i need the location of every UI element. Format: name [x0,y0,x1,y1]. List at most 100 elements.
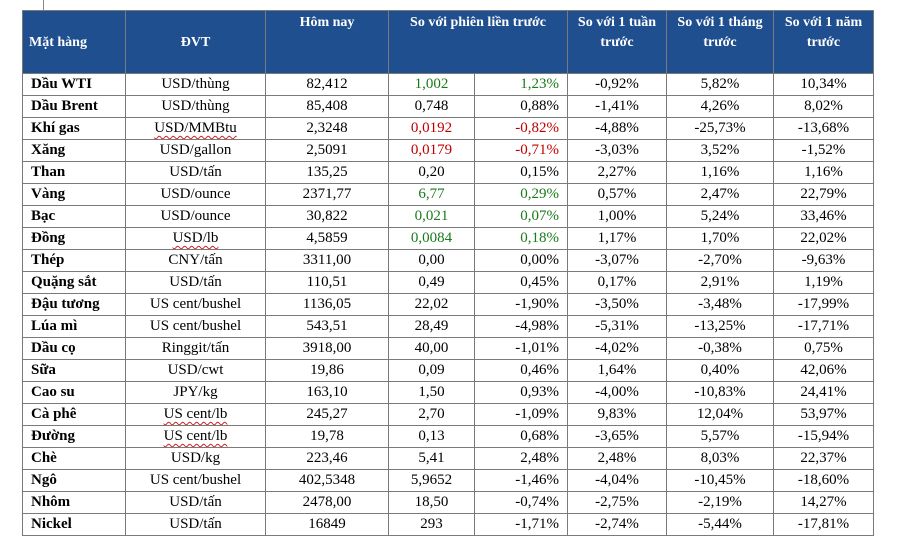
commodity-name-cell: Xăng [22,139,126,162]
price-today-cell: 2478,00 [265,491,389,514]
price-today-cell: 110,51 [265,271,389,294]
change-value-cell: 6,77 [388,183,475,206]
unit-cell: USD/tấn [125,161,266,184]
change-week-cell: -3,50% [567,293,668,316]
price-today-cell: 30,822 [265,205,389,228]
change-week-cell: 2,27% [567,161,668,184]
unit-cell: USD/cwt [125,359,266,382]
commodity-name-cell: Đồng [22,227,126,250]
change-year-cell: -1,52% [773,139,875,162]
unit-cell: US cent/bushel [125,293,266,316]
change-week-cell: 1,17% [567,227,668,250]
commodity-name-cell: Thép [22,249,126,272]
unit-cell: JPY/kg [125,381,266,404]
table-row: Dầu Brent USD/thùng 85,408 0,748 0,88% -1,41%… [22,95,875,118]
change-week-cell: -4,04% [567,469,668,492]
commodity-name-cell: Quặng sắt [22,271,126,294]
unit-cell: US cent/bushel [125,469,266,492]
change-value-cell: 293 [388,513,475,536]
unit-cell: USD/lb [125,227,266,250]
table-row: Vàng USD/ounce 2371,77 6,77 0,29% 0,57% 2,47% 2… [22,183,875,206]
change-week-cell: -3,07% [567,249,668,272]
change-value-cell: 0,09 [388,359,475,382]
change-percent-cell: 0,07% [473,205,569,228]
change-week-cell: 2,48% [567,447,668,470]
unit-cell: US cent/lb [125,403,266,426]
commodity-name-cell: Chè [22,447,126,470]
unit-cell: Ringgit/tấn [125,337,266,360]
change-year-cell: 22,79% [773,183,875,206]
change-percent-cell: 1,23% [473,73,569,96]
change-percent-cell: -1,46% [473,469,569,492]
change-percent-cell: -0,82% [473,117,569,140]
unit-cell: USD/thùng [125,73,266,96]
change-week-cell: 1,64% [567,359,668,382]
change-year-cell: 1,19% [773,271,875,294]
header-vs-year: So với 1 năm trước [773,10,875,74]
change-percent-cell: 0,68% [473,425,569,448]
table-row: Đồng USD/lb 4,5859 0,0084 0,18% 1,17% 1,70% 22,… [22,227,875,250]
price-today-cell: 245,27 [265,403,389,426]
change-month-cell: 1,16% [666,161,775,184]
commodity-name-cell: Dầu WTI [22,73,126,96]
change-month-cell: 4,26% [666,95,775,118]
change-year-cell: -15,94% [773,425,875,448]
commodity-name-cell: Nhôm [22,491,126,514]
change-year-cell: -17,99% [773,293,875,316]
change-week-cell: -4,00% [567,381,668,404]
change-value-cell: 1,002 [388,73,475,96]
commodity-name-cell: Lúa mì [22,315,126,338]
price-today-cell: 1136,05 [265,293,389,316]
table-row: Dầu WTI USD/thùng 82,412 1,002 1,23% -0,92% 5,… [22,73,875,96]
table-row: Cà phê US cent/lb 245,27 2,70 -1,09% 9,83% 12,… [22,403,875,426]
unit-cell: USD/MMBtu [125,117,266,140]
change-percent-cell: -4,98% [473,315,569,338]
change-week-cell: 0,57% [567,183,668,206]
price-today-cell: 135,25 [265,161,389,184]
change-month-cell: -0,38% [666,337,775,360]
commodity-name-cell: Than [22,161,126,184]
change-year-cell: 42,06% [773,359,875,382]
change-month-cell: 8,03% [666,447,775,470]
header-commodity: Mặt hàng [22,10,126,74]
change-month-cell: 2,47% [666,183,775,206]
commodity-name-cell: Dầu cọ [22,337,126,360]
change-week-cell: -2,74% [567,513,668,536]
change-percent-cell: 0,46% [473,359,569,382]
change-week-cell: -1,41% [567,95,668,118]
change-week-cell: -4,02% [567,337,668,360]
change-percent-cell: 0,00% [473,249,569,272]
change-year-cell: -13,68% [773,117,875,140]
change-value-cell: 0,20 [388,161,475,184]
commodity-name-cell: Nickel [22,513,126,536]
commodity-name-cell: Sữa [22,359,126,382]
change-value-cell: 0,021 [388,205,475,228]
price-today-cell: 82,412 [265,73,389,96]
change-year-cell: -18,60% [773,469,875,492]
change-percent-cell: -0,71% [473,139,569,162]
change-percent-cell: 0,15% [473,161,569,184]
change-value-cell: 0,0179 [388,139,475,162]
table-row: Đậu tương US cent/bushel 1136,05 22,02 -1,90… [22,293,875,316]
unit-cell: USD/tấn [125,491,266,514]
unit-text: US cent/lb [163,428,228,444]
change-year-cell: 33,46% [773,205,875,228]
change-year-cell: 24,41% [773,381,875,404]
price-today-cell: 223,46 [265,447,389,470]
change-month-cell: 12,04% [666,403,775,426]
unit-cell: USD/tấn [125,513,266,536]
change-percent-cell: -0,74% [473,491,569,514]
change-value-cell: 0,49 [388,271,475,294]
commodity-name-cell: Ngô [22,469,126,492]
price-today-cell: 3918,00 [265,337,389,360]
change-week-cell: -0,92% [567,73,668,96]
table-row: Xăng USD/gallon 2,5091 0,0179 -0,71% -3,03% 3,… [22,139,875,162]
change-year-cell: 14,27% [773,491,875,514]
commodity-name-cell: Khí gas [22,117,126,140]
change-value-cell: 2,70 [388,403,475,426]
change-month-cell: -5,44% [666,513,775,536]
change-month-cell: 0,40% [666,359,775,382]
header-vs-week: So với 1 tuần trước [567,10,668,74]
unit-text: USD/lb [172,230,219,246]
price-today-cell: 19,86 [265,359,389,382]
